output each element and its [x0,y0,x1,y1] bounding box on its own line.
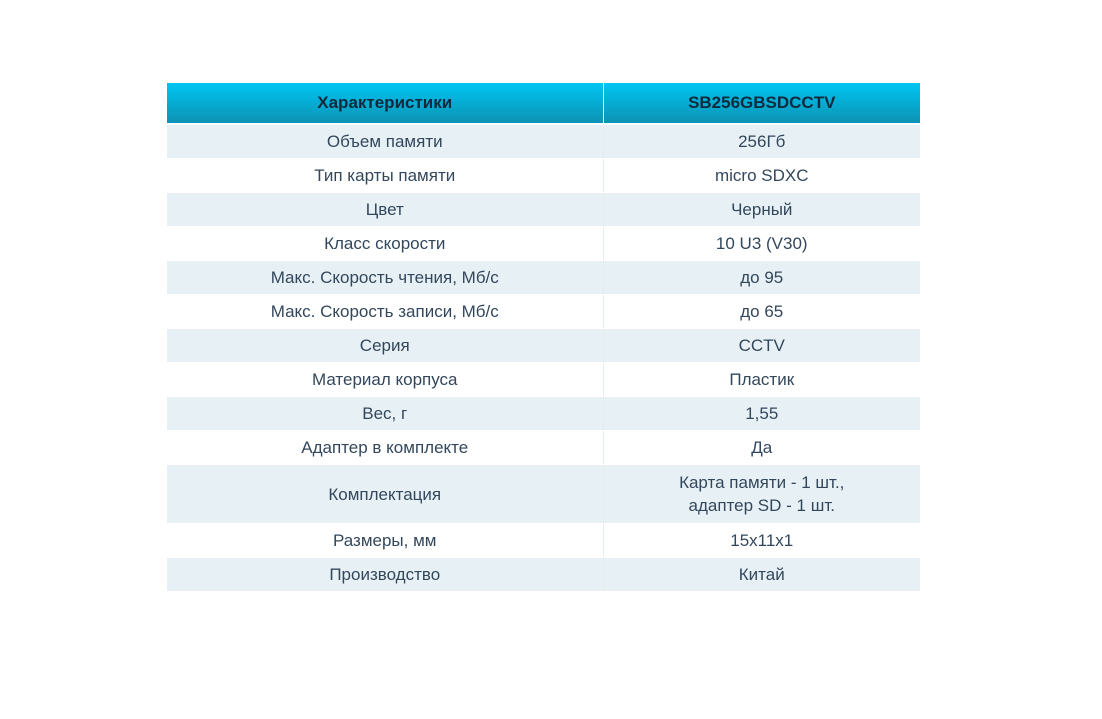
spec-value-cell: 15x11x1 [602,523,920,558]
spec-row: Класс скорости 10 U3 (V30) [167,226,920,261]
spec-label-cell: Вес, г [167,396,603,431]
spec-value-cell: до 65 [602,294,920,329]
spec-label-cell: Класс скорости [167,226,603,261]
spec-label-cell: Серия [167,328,603,363]
spec-label-cell: Цвет [167,192,603,227]
spec-row: Объем памяти 256Гб [167,124,920,159]
spec-value-cell: 1,55 [602,396,920,431]
spec-row: Вес, г 1,55 [167,396,920,431]
spec-value-cell: 10 U3 (V30) [602,226,920,261]
spec-value-cell: CCTV [602,328,920,363]
spec-row: Комплектация Карта памяти - 1 шт., адапте… [167,464,920,524]
spec-label-cell: Макс. Скорость чтения, Мб/с [167,260,603,295]
spec-value-cell: micro SDXC [602,158,920,193]
spec-row: Серия CCTV [167,328,920,363]
spec-value-cell: Пластик [602,362,920,397]
spec-label-cell: Тип карты памяти [167,158,603,193]
spec-row: Производство Китай [167,557,920,592]
spec-value-cell: до 95 [602,260,920,295]
spec-value-cell: Черный [602,192,920,227]
spec-header-row: Характеристики SB256GBSDCCTV [167,83,920,125]
spec-table: Характеристики SB256GBSDCCTV Объем памят… [167,83,920,592]
spec-label-cell: Производство [167,557,603,592]
spec-value-cell: Да [602,430,920,465]
spec-value-cell: Китай [602,557,920,592]
spec-value-cell: 256Гб [602,124,920,159]
spec-label-cell: Комплектация [167,464,603,524]
spec-label-cell: Размеры, мм [167,523,603,558]
spec-row: Макс. Скорость записи, Мб/с до 65 [167,294,920,329]
spec-row: Материал корпуса Пластик [167,362,920,397]
spec-label-cell: Объем памяти [167,124,603,159]
spec-value-cell: Карта памяти - 1 шт., адаптер SD - 1 шт. [602,464,920,524]
spec-header-characteristics: Характеристики [167,83,603,125]
spec-label-cell: Макс. Скорость записи, Мб/с [167,294,603,329]
spec-header-model: SB256GBSDCCTV [602,83,920,125]
spec-row: Цвет Черный [167,192,920,227]
spec-label-cell: Адаптер в комплекте [167,430,603,465]
spec-label-cell: Материал корпуса [167,362,603,397]
spec-row: Адаптер в комплекте Да [167,430,920,465]
spec-row: Макс. Скорость чтения, Мб/с до 95 [167,260,920,295]
spec-row: Тип карты памяти micro SDXC [167,158,920,193]
spec-row: Размеры, мм 15x11x1 [167,523,920,558]
